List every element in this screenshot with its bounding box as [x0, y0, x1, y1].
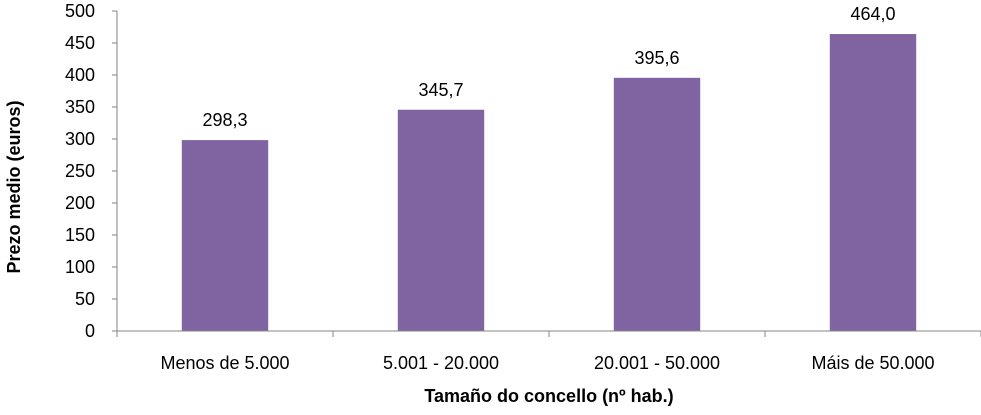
bar: [829, 34, 917, 331]
y-tick-label: 100: [65, 257, 95, 277]
y-axis-ticks: 0 50 100 150 200 250 300 350 400 450 500: [65, 1, 117, 341]
x-axis-categories: Menos de 5.000 5.001 - 20.000 20.001 - 50.…: [116, 331, 981, 373]
data-label: 345,7: [418, 80, 463, 100]
bars: [181, 34, 917, 331]
y-tick-label: 0: [85, 321, 95, 341]
y-tick-label: 250: [65, 161, 95, 181]
data-label: 464,0: [850, 4, 895, 24]
y-tick-label: 350: [65, 97, 95, 117]
y-tick-label: 300: [65, 129, 95, 149]
data-label: 395,6: [634, 48, 679, 68]
x-category-label: 20.001 - 50.000: [594, 353, 720, 373]
y-tick-label: 200: [65, 193, 95, 213]
y-tick-label: 50: [75, 289, 95, 309]
y-axis-title: Prezo medio (euros): [4, 100, 24, 273]
bar: [613, 77, 701, 331]
x-category-label: 5.001 - 20.000: [383, 353, 499, 373]
y-tick-label: 400: [65, 65, 95, 85]
x-category-label: Máis de 50.000: [811, 353, 934, 373]
bar: [397, 109, 485, 331]
data-label: 298,3: [202, 110, 247, 130]
x-category-label: Menos de 5.000: [160, 353, 289, 373]
bar: [181, 140, 269, 331]
data-labels: 298,3 345,7 395,6 464,0: [202, 4, 895, 130]
y-tick-label: 150: [65, 225, 95, 245]
x-axis-title: Tamaño do concello (nº hab.): [424, 386, 673, 406]
y-tick-label: 500: [65, 1, 95, 21]
y-tick-label: 450: [65, 33, 95, 53]
